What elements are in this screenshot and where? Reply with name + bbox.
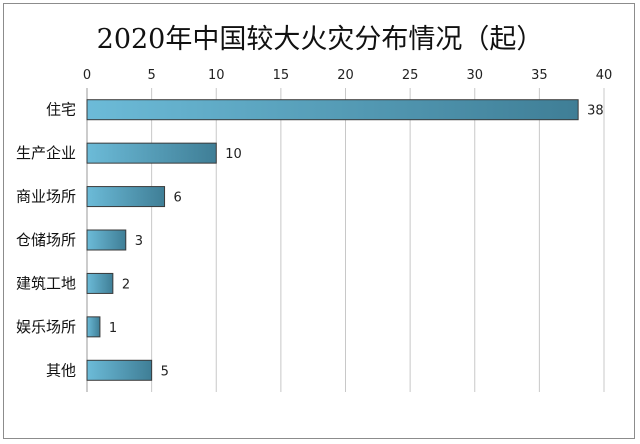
- x-tick-label: 10: [208, 68, 225, 83]
- data-label: 5: [161, 364, 169, 379]
- data-label: 38: [587, 104, 604, 119]
- x-tick-label: 5: [147, 68, 155, 83]
- bar: [86, 272, 114, 294]
- bar: [86, 99, 579, 121]
- data-label: 3: [135, 234, 143, 249]
- category-label: 商业场所: [16, 188, 76, 206]
- bar: [86, 186, 166, 208]
- category-label: 娱乐场所: [16, 318, 76, 336]
- value-labels: 38 10 6 3 2 1 5: [109, 104, 604, 380]
- x-tick-labels: 0 5 10 15 20 25 30 35 40: [83, 68, 612, 83]
- category-label: 建筑工地: [16, 274, 76, 292]
- chart-title: 2020年中国较大火灾分布情况（起）: [97, 24, 544, 55]
- data-label: 1: [109, 321, 117, 336]
- bar: [86, 359, 153, 381]
- x-tick-label: 25: [402, 68, 419, 83]
- grid-lines: [86, 88, 605, 392]
- category-label: 住宅: [46, 101, 76, 119]
- x-tick-label: 35: [531, 68, 548, 83]
- bar: [86, 142, 217, 164]
- x-tick-label: 30: [466, 68, 483, 83]
- category-label: 生产企业: [16, 144, 76, 162]
- bar: [86, 229, 127, 251]
- category-label: 仓储场所: [16, 231, 76, 249]
- x-tick-label: 0: [83, 68, 91, 83]
- bars: [86, 99, 579, 381]
- bar: [86, 316, 101, 338]
- x-tick-label: 15: [273, 68, 290, 83]
- data-label: 6: [174, 191, 182, 206]
- category-label: 其他: [46, 361, 76, 379]
- data-label: 10: [225, 147, 242, 162]
- data-label: 2: [122, 277, 130, 292]
- x-tick-label: 40: [596, 68, 613, 83]
- x-tick-label: 20: [337, 68, 354, 83]
